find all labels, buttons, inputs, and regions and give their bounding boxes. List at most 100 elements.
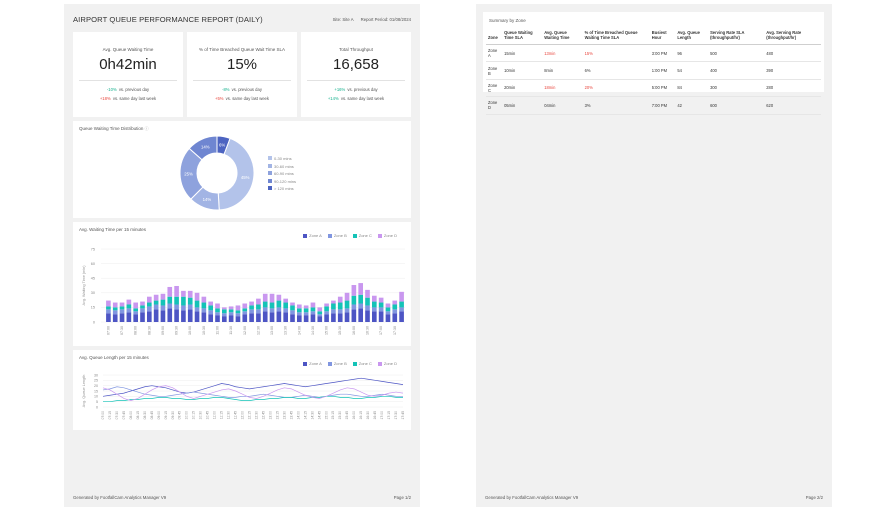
bar-segment[interactable] — [215, 308, 220, 313]
bar-segment[interactable] — [140, 308, 145, 313]
bar-segment[interactable] — [222, 316, 227, 322]
bar-segment[interactable] — [215, 312, 220, 316]
column-header[interactable]: Busiest Hour — [649, 28, 676, 45]
bar-segment[interactable] — [181, 296, 186, 306]
legend-item[interactable]: Zone D — [377, 361, 397, 366]
column-header[interactable]: Avg. Serving Rate (throughput/hr) — [764, 28, 821, 45]
bar-segment[interactable] — [201, 308, 207, 313]
bar-segment[interactable] — [385, 303, 391, 308]
bar-segment[interactable] — [147, 296, 152, 303]
bar-segment[interactable] — [256, 298, 261, 305]
bar-segment[interactable] — [262, 301, 268, 308]
bar-segment[interactable] — [160, 310, 166, 322]
legend-item[interactable]: Zone D — [377, 233, 397, 238]
bar-segment[interactable] — [153, 309, 159, 322]
bar-segment[interactable] — [126, 312, 132, 322]
bar-segment[interactable] — [208, 305, 213, 311]
bar-segment[interactable] — [194, 311, 200, 322]
bar-segment[interactable] — [385, 314, 391, 322]
bar-segment[interactable] — [235, 316, 241, 322]
bar-segment[interactable] — [358, 303, 363, 309]
bar-segment[interactable] — [297, 315, 302, 322]
bar-segment[interactable] — [228, 309, 234, 313]
bar-segment[interactable] — [181, 305, 186, 311]
bar-segment[interactable] — [317, 316, 323, 322]
bar-segment[interactable] — [385, 307, 391, 312]
bar-segment[interactable] — [399, 301, 404, 308]
bar-segment[interactable] — [378, 302, 384, 308]
bar-segment[interactable] — [297, 308, 302, 313]
column-header[interactable]: Serving Rate SLA (throughput/hr) — [708, 28, 765, 45]
bar-segment[interactable] — [324, 306, 329, 312]
bar-segment[interactable] — [365, 305, 370, 311]
bar-segment[interactable] — [126, 308, 132, 313]
bar-segment[interactable] — [337, 302, 343, 310]
bar-segment[interactable] — [337, 313, 343, 322]
column-header[interactable]: % of Time Breached Queue Waiting Time SL… — [582, 28, 650, 45]
legend-item[interactable]: Zone C — [352, 361, 372, 366]
bar-segment[interactable] — [276, 311, 282, 322]
legend-item[interactable]: Zone B — [327, 233, 347, 238]
bar-segment[interactable] — [167, 296, 173, 304]
bar-segment[interactable] — [167, 303, 173, 309]
bar-segment[interactable] — [331, 300, 336, 304]
bar-segment[interactable] — [276, 300, 282, 308]
bar-segment[interactable] — [372, 307, 377, 312]
bar-segment[interactable] — [297, 312, 302, 316]
bar-segment[interactable] — [133, 302, 138, 309]
bar-segment[interactable] — [283, 298, 288, 303]
series-line[interactable] — [102, 386, 403, 398]
bar-segment[interactable] — [337, 309, 343, 314]
bar-segment[interactable] — [399, 307, 404, 312]
bar-segment[interactable] — [262, 293, 268, 302]
column-header[interactable]: Avg. Queue Waiting Time — [542, 28, 583, 45]
bar-segment[interactable] — [324, 314, 329, 322]
bar-segment[interactable] — [153, 294, 159, 301]
bar-segment[interactable] — [153, 304, 159, 310]
bar-segment[interactable] — [344, 312, 350, 322]
bar-segment[interactable] — [331, 309, 336, 314]
bar-segment[interactable] — [112, 307, 118, 311]
column-header[interactable]: Avg. Queue Length — [675, 28, 709, 45]
bar-segment[interactable] — [201, 312, 207, 322]
bar-segment[interactable] — [222, 309, 227, 314]
bar-segment[interactable] — [147, 306, 152, 312]
bar-segment[interactable] — [392, 300, 398, 305]
bar-segment[interactable] — [269, 308, 275, 313]
bar-segment[interactable] — [133, 311, 138, 315]
bar-segment[interactable] — [310, 314, 316, 322]
bar-segment[interactable] — [119, 313, 125, 322]
bar-segment[interactable] — [337, 296, 343, 303]
column-header[interactable]: Queue Waiting Time SLA — [502, 28, 543, 45]
legend-item[interactable]: Zone B — [327, 361, 347, 366]
bar-segment[interactable] — [283, 312, 288, 322]
bar-segment[interactable] — [365, 289, 370, 298]
info-icon[interactable]: ⓘ — [144, 126, 149, 131]
bar-segment[interactable] — [269, 293, 275, 303]
bar-segment[interactable] — [378, 307, 384, 312]
bar-segment[interactable] — [290, 314, 295, 322]
bar-segment[interactable] — [324, 303, 329, 307]
bar-segment[interactable] — [174, 296, 179, 305]
bar-segment[interactable] — [242, 303, 248, 309]
series-line[interactable] — [102, 385, 404, 401]
bar-segment[interactable] — [303, 308, 309, 313]
bar-segment[interactable] — [194, 307, 200, 312]
bar-segment[interactable] — [249, 305, 254, 310]
bar-segment[interactable] — [262, 307, 268, 312]
bar-segment[interactable] — [331, 303, 336, 310]
bar-segment[interactable] — [174, 309, 179, 322]
bar-segment[interactable] — [392, 313, 398, 322]
bar-segment[interactable] — [283, 302, 288, 309]
bar-segment[interactable] — [112, 314, 118, 322]
bar-segment[interactable] — [106, 300, 111, 307]
bar-segment[interactable] — [228, 306, 234, 310]
legend-item[interactable]: 60-90 mins — [268, 170, 296, 178]
bar-segment[interactable] — [269, 302, 275, 309]
bar-segment[interactable] — [140, 305, 145, 309]
bar-segment[interactable] — [181, 290, 186, 297]
bar-segment[interactable] — [290, 310, 295, 315]
bar-segment[interactable] — [378, 297, 384, 303]
bar-segment[interactable] — [201, 302, 207, 309]
bar-segment[interactable] — [351, 309, 357, 322]
